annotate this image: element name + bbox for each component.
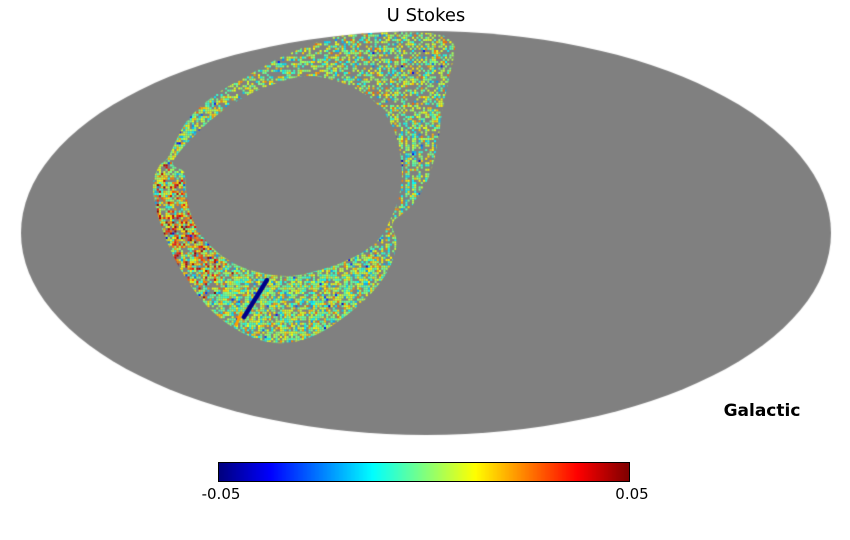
coordinate-system-label: Galactic: [723, 401, 801, 421]
colorbar-min-label: -0.05: [201, 485, 241, 503]
colorbar: [218, 462, 630, 482]
colorbar-max-label: 0.05: [615, 485, 649, 503]
sky-map-canvas: [0, 0, 850, 455]
colorbar-canvas: [219, 463, 629, 481]
